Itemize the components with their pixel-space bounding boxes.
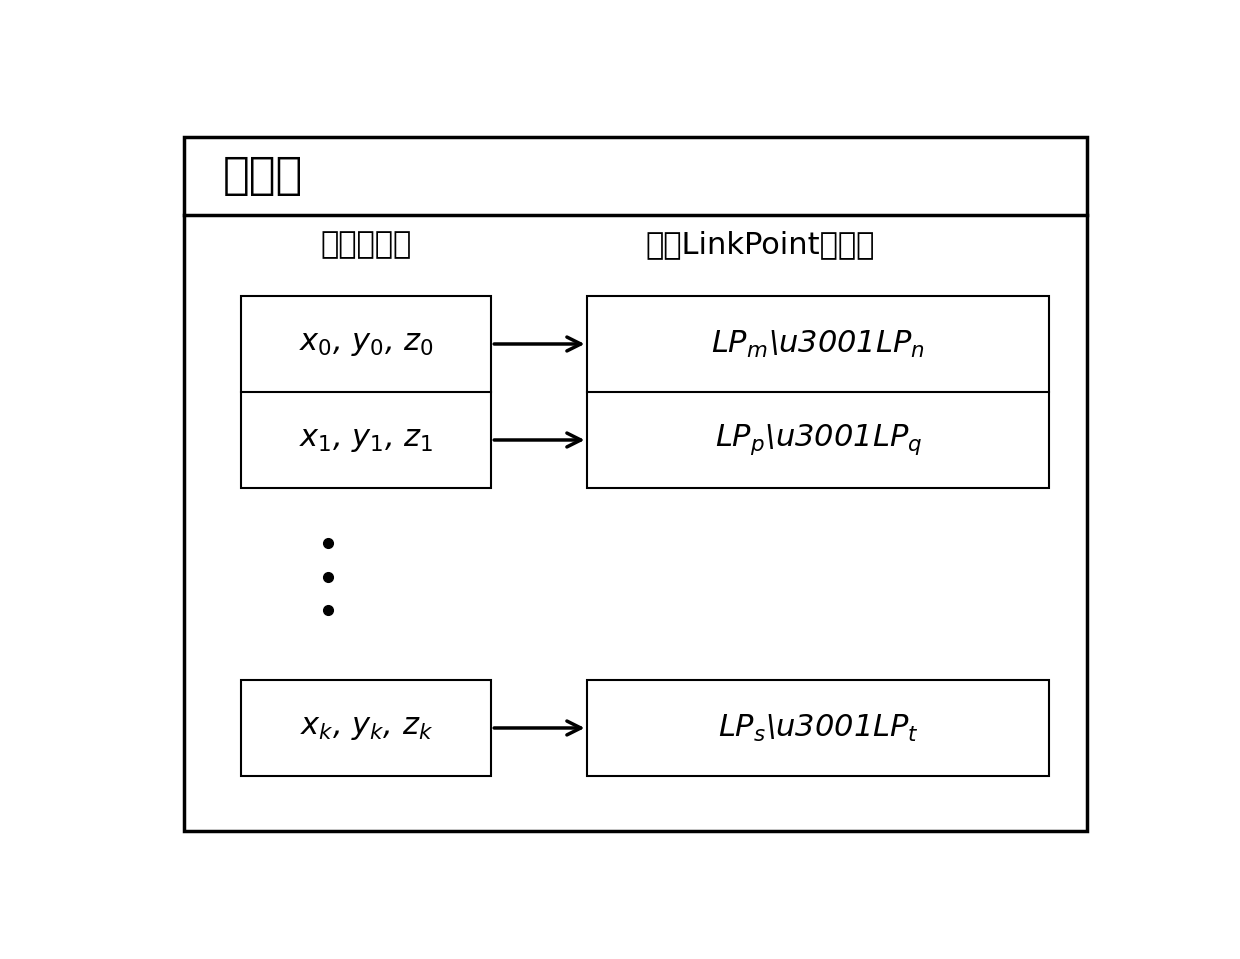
Bar xyxy=(242,680,491,776)
Text: $x_1$, $y_1$, $z_1$: $x_1$, $y_1$, $z_1$ xyxy=(299,426,434,455)
Text: $LP_p$\u3001$LP_q$: $LP_p$\u3001$LP_q$ xyxy=(714,423,921,457)
Bar xyxy=(588,296,1049,488)
Bar xyxy=(242,296,491,488)
Text: 哈希表: 哈希表 xyxy=(222,154,303,198)
Text: 键（坐标）: 键（坐标） xyxy=(321,230,412,259)
Text: $LP_s$\u3001$LP_t$: $LP_s$\u3001$LP_t$ xyxy=(718,713,919,743)
Text: $x_k$, $y_k$, $z_k$: $x_k$, $y_k$, $z_k$ xyxy=(300,713,433,742)
Text: 值（LinkPoint列表）: 值（LinkPoint列表） xyxy=(646,230,875,259)
Text: $LP_m$\u3001$LP_n$: $LP_m$\u3001$LP_n$ xyxy=(712,328,925,360)
Text: $x_0$, $y_0$, $z_0$: $x_0$, $y_0$, $z_0$ xyxy=(299,330,434,359)
Bar xyxy=(588,680,1049,776)
